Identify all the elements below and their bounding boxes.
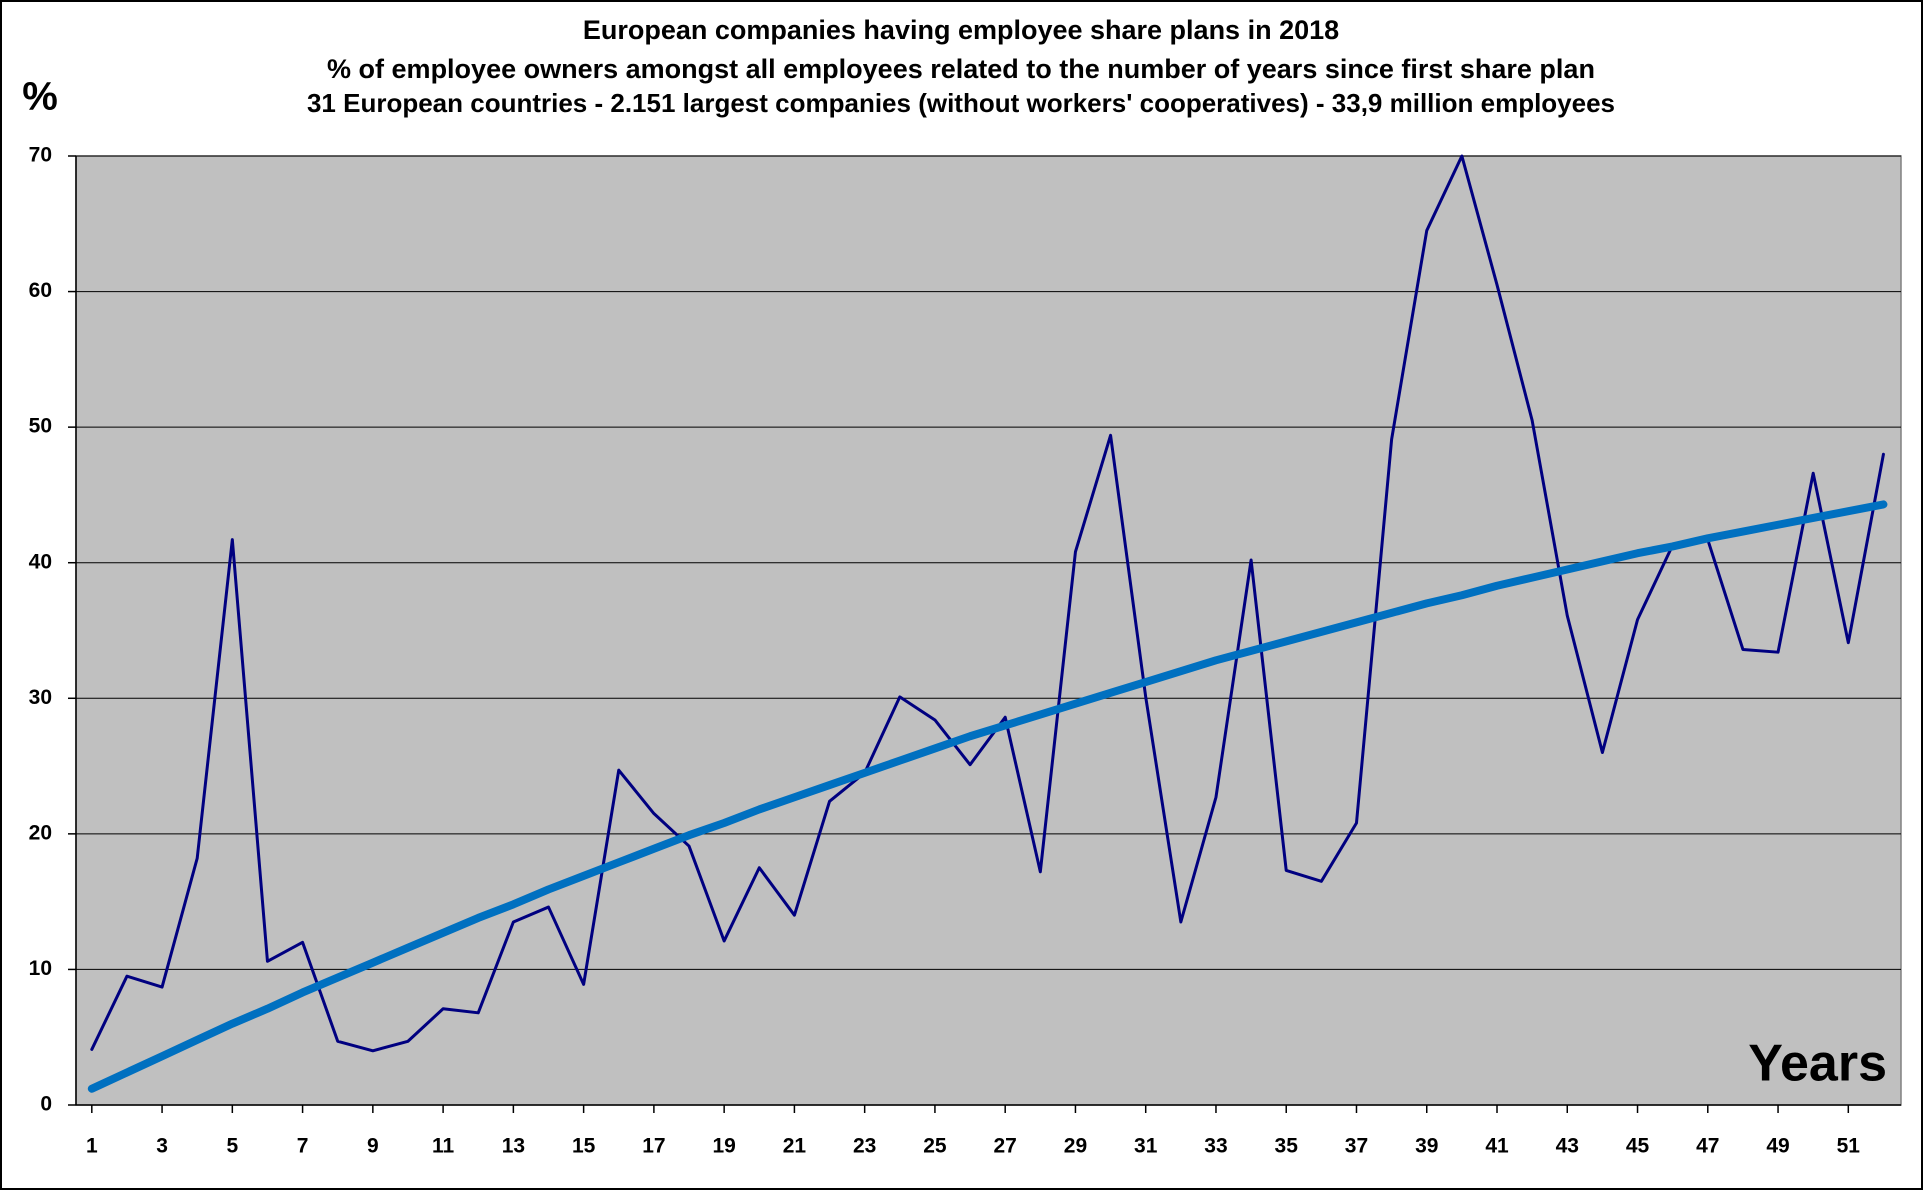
y-tick-label: 0 — [40, 1093, 52, 1116]
x-tick-label: 43 — [1556, 1135, 1579, 1158]
y-tick-label: 20 — [29, 821, 52, 844]
x-tick-label: 45 — [1626, 1135, 1650, 1158]
data-line — [90, 154, 1885, 1053]
x-tick-label: 27 — [994, 1135, 1017, 1158]
x-tick-label: 19 — [712, 1135, 735, 1158]
x-tick-label: 21 — [783, 1135, 807, 1158]
y-tick-label: 40 — [29, 550, 52, 573]
x-axis-label: Years — [1748, 1035, 1887, 1093]
x-tick-label: 15 — [572, 1135, 596, 1158]
y-axis-label: % — [22, 75, 58, 119]
chart-subtitle: 31 European countries - 2.151 largest co… — [307, 88, 1615, 118]
y-tick-label: 50 — [29, 415, 52, 438]
x-tick-label: 11 — [432, 1135, 455, 1158]
x-tick-label: 41 — [1485, 1135, 1509, 1158]
x-tick-label: 49 — [1766, 1135, 1789, 1158]
y-tick-label: 60 — [29, 279, 52, 302]
x-tick-label: 1 — [86, 1135, 98, 1158]
x-tick-label: 9 — [367, 1135, 379, 1158]
x-tick-label: 47 — [1696, 1135, 1719, 1158]
x-tick-label: 3 — [156, 1135, 168, 1158]
x-tick-label: 7 — [297, 1135, 309, 1158]
x-tick-label: 37 — [1345, 1135, 1368, 1158]
y-tick-label: 70 — [29, 144, 52, 167]
x-tick-label: 13 — [502, 1135, 525, 1158]
x-tick-label: 23 — [853, 1135, 876, 1158]
y-tick-label: 10 — [29, 957, 52, 980]
x-tick-label: 51 — [1837, 1135, 1861, 1158]
x-tick-label: 39 — [1415, 1135, 1438, 1158]
x-tick-label: 31 — [1134, 1135, 1158, 1158]
x-tick-label: 25 — [923, 1135, 947, 1158]
data-line — [87, 500, 1888, 1093]
chart-title: European companies having employee share… — [583, 15, 1339, 45]
plot-area — [75, 155, 1902, 1106]
x-tick-label: 29 — [1064, 1135, 1087, 1158]
y-tick-label: 30 — [29, 686, 52, 709]
x-tick-label: 35 — [1275, 1135, 1299, 1158]
x-tick-label: 5 — [226, 1135, 238, 1158]
chart-subtitle: % of employee owners amongst all employe… — [327, 54, 1595, 84]
x-tick-label: 17 — [642, 1135, 665, 1158]
x-tick-label: 33 — [1204, 1135, 1227, 1158]
